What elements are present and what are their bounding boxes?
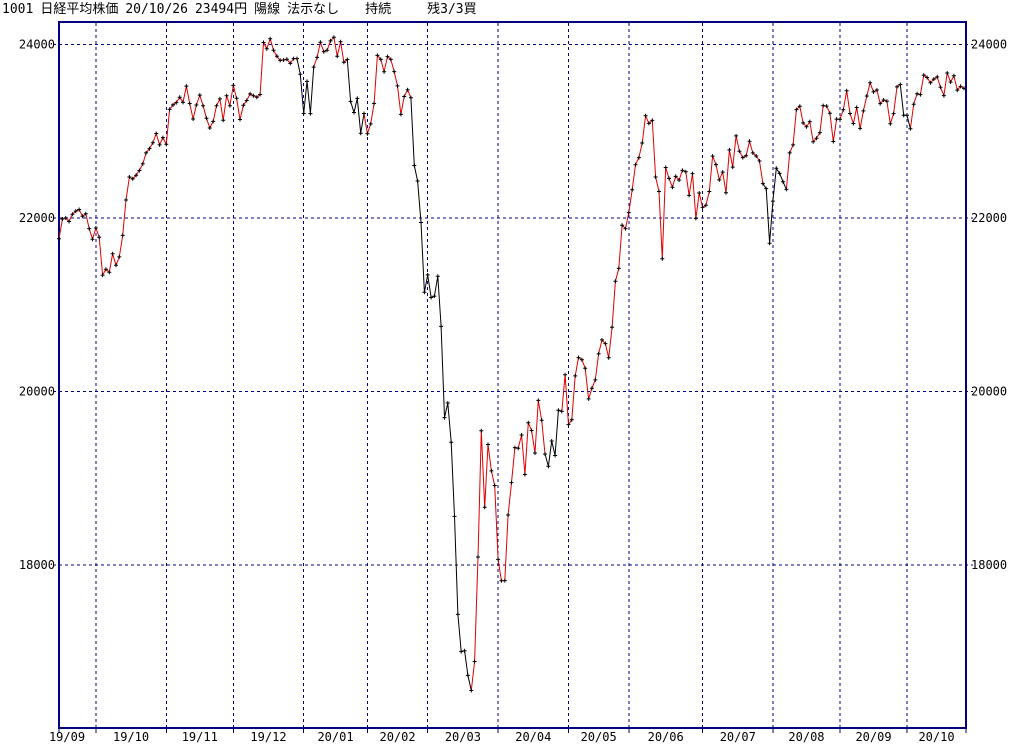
grid-vertical xyxy=(58,23,967,733)
quote-price: 23494円 xyxy=(194,1,248,17)
svg-text:24000: 24000 xyxy=(19,38,55,52)
svg-text:22000: 22000 xyxy=(19,211,55,225)
svg-text:19/11: 19/11 xyxy=(182,730,218,744)
svg-text:20/06: 20/06 xyxy=(648,730,684,744)
svg-text:24000: 24000 xyxy=(971,38,1007,52)
y-axis-labels-right: 24000 22000 20000 18000 xyxy=(971,38,1007,573)
svg-text:20/03: 20/03 xyxy=(445,730,481,744)
svg-text:20/08: 20/08 xyxy=(788,730,824,744)
stock-name: 日経平均株価 xyxy=(40,1,119,17)
svg-text:20000: 20000 xyxy=(971,385,1007,399)
signal-label: 法示なし xyxy=(287,1,340,17)
svg-text:19/09: 19/09 xyxy=(49,730,85,744)
svg-text:18000: 18000 xyxy=(971,558,1007,572)
svg-text:20/07: 20/07 xyxy=(720,730,756,744)
plot-border xyxy=(58,21,967,729)
trend-status: 持続 xyxy=(365,1,392,17)
svg-text:20/09: 20/09 xyxy=(855,730,891,744)
svg-text:20/02: 20/02 xyxy=(379,730,415,744)
data-point-markers xyxy=(57,35,966,693)
svg-text:20000: 20000 xyxy=(19,385,55,399)
chart-header: 1001 日経平均株価 20/10/26 23494円 陽線 法示なし 持続 残… xyxy=(2,1,484,17)
svg-text:20/05: 20/05 xyxy=(581,730,617,744)
svg-text:22000: 22000 xyxy=(971,211,1007,225)
svg-text:20/10: 20/10 xyxy=(918,730,954,744)
quote-date: 20/10/26 xyxy=(125,1,188,17)
svg-text:20/01: 20/01 xyxy=(317,730,353,744)
svg-text:19/12: 19/12 xyxy=(250,730,286,744)
x-axis-labels: 19/09 19/10 19/11 19/12 20/01 20/02 20/03 20/04… xyxy=(49,730,955,744)
svg-text:18000: 18000 xyxy=(19,558,55,572)
y-axis-labels-left: 24000 22000 20000 18000 xyxy=(19,38,55,573)
grid-horizontal xyxy=(53,44,973,566)
position-status: 残3/3買 xyxy=(427,1,477,17)
stock-code: 1001 xyxy=(2,1,34,17)
svg-text:20/04: 20/04 xyxy=(515,730,551,744)
candle-type: 陽線 xyxy=(254,1,281,17)
price-line xyxy=(58,36,965,691)
svg-text:19/10: 19/10 xyxy=(113,730,149,744)
